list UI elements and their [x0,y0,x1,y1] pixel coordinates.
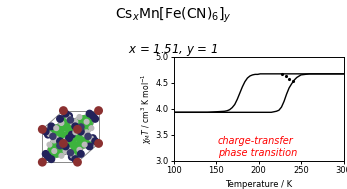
Circle shape [38,125,47,134]
Circle shape [63,138,68,143]
Circle shape [90,113,96,119]
Circle shape [62,143,69,150]
Circle shape [84,119,89,124]
Circle shape [45,154,51,160]
Circle shape [67,116,74,124]
Circle shape [69,131,75,138]
Circle shape [72,156,78,162]
Circle shape [48,124,65,141]
Circle shape [54,126,59,130]
Circle shape [77,123,85,131]
Circle shape [86,143,93,150]
Circle shape [76,132,93,148]
Text: charge-transfer
phase transition: charge-transfer phase transition [218,136,297,158]
Circle shape [59,132,75,148]
Circle shape [66,124,82,141]
Circle shape [59,106,68,115]
Circle shape [59,115,75,132]
Circle shape [92,115,99,122]
Text: $x$ = 1.51, $y$ = 1: $x$ = 1.51, $y$ = 1 [128,42,219,58]
Circle shape [77,115,82,119]
Circle shape [73,158,82,167]
Circle shape [89,126,94,130]
Circle shape [92,138,99,144]
Y-axis label: $\chi_{\mathrm{M}}T$ / cm$^3$ K mol$^{-1}$: $\chi_{\mathrm{M}}T$ / cm$^3$ K mol$^{-1… [139,73,154,144]
Circle shape [90,135,96,141]
Circle shape [73,125,82,134]
Circle shape [77,147,82,152]
Circle shape [84,133,92,140]
Circle shape [56,142,64,149]
Circle shape [84,130,89,135]
Circle shape [52,149,57,153]
Circle shape [94,106,103,115]
Circle shape [48,141,65,158]
Circle shape [89,136,94,141]
Circle shape [38,158,47,167]
Circle shape [47,132,52,136]
Circle shape [66,115,70,119]
Circle shape [42,151,49,157]
Circle shape [73,119,78,124]
Circle shape [86,110,93,117]
Circle shape [57,138,63,144]
X-axis label: Temperature / K: Temperature / K [225,180,292,189]
Circle shape [59,139,68,148]
Text: Cs$_x$Mn[Fe(CN)$_6$]$_y$: Cs$_x$Mn[Fe(CN)$_6$]$_y$ [115,6,232,25]
Circle shape [70,121,75,125]
Circle shape [66,141,82,158]
Circle shape [48,123,54,130]
Circle shape [73,130,78,135]
Circle shape [67,149,74,156]
Circle shape [47,142,52,147]
Circle shape [54,136,59,141]
Circle shape [59,121,64,125]
Circle shape [70,153,75,158]
Circle shape [57,115,63,122]
Circle shape [63,149,68,153]
Circle shape [52,138,57,143]
Circle shape [82,142,87,147]
Circle shape [45,131,51,138]
Circle shape [48,156,54,162]
Circle shape [59,153,64,158]
Circle shape [66,135,72,141]
Circle shape [66,113,72,119]
Circle shape [49,133,57,140]
Circle shape [76,115,93,132]
Circle shape [82,132,87,136]
Circle shape [66,147,70,152]
Circle shape [72,123,78,130]
Circle shape [78,128,84,135]
Circle shape [94,139,103,148]
Circle shape [42,128,49,135]
Circle shape [62,110,69,117]
Circle shape [69,154,75,160]
Circle shape [78,151,84,157]
